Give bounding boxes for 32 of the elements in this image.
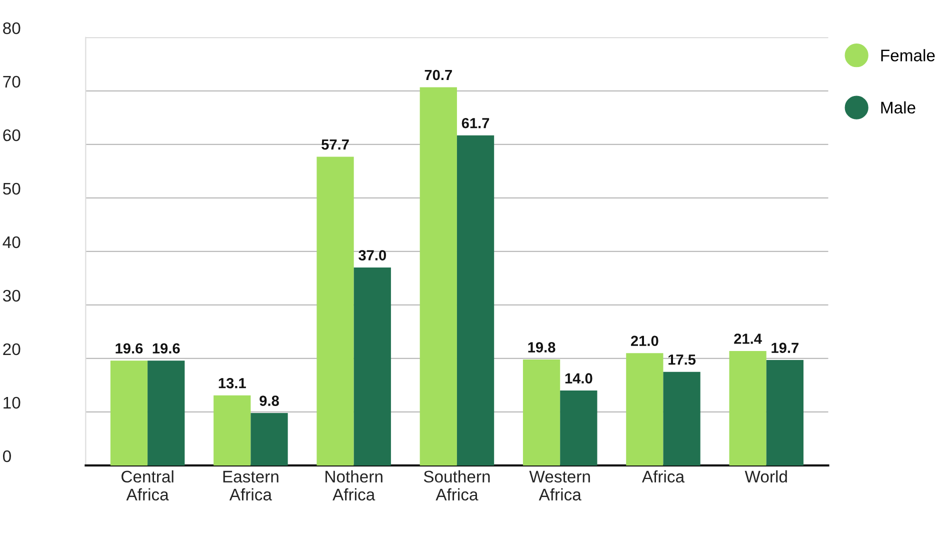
x-tick-label: Western Africa xyxy=(529,470,590,501)
y-tick-label: 70 xyxy=(3,76,20,88)
legend-label: Male xyxy=(881,101,916,114)
y-tick-label: 40 xyxy=(2,236,20,248)
data-label: 19.6 xyxy=(152,343,180,354)
data-label: 21.0 xyxy=(630,336,658,346)
data-label: 19.7 xyxy=(772,342,798,354)
x-tick-label: Nothern Africa xyxy=(326,470,382,501)
y-tick-label: 80 xyxy=(3,22,20,34)
x-tick-label: Southern Africa xyxy=(424,470,490,501)
x-tick-label: Eastern Africa xyxy=(223,470,278,501)
y-tick-label: 10 xyxy=(4,396,20,409)
y-tick-label: 60 xyxy=(3,129,20,142)
data-label: 13.1 xyxy=(218,378,246,388)
data-label: 17.5 xyxy=(668,354,696,365)
data-label: 14.0 xyxy=(565,373,592,384)
y-tick-label: 20 xyxy=(3,343,20,356)
y-tick-label: 50 xyxy=(3,182,20,195)
data-label: 19.8 xyxy=(528,342,556,352)
x-tick-label: Central Africa xyxy=(122,470,174,501)
data-label: 37.0 xyxy=(358,250,386,260)
data-label: 61.7 xyxy=(462,118,490,128)
data-label: 70.7 xyxy=(424,70,452,80)
legend-label: Female xyxy=(881,49,935,62)
y-tick-label: 0 xyxy=(3,450,11,462)
x-tick-label: Africa xyxy=(642,470,685,483)
data-label: 19.6 xyxy=(116,343,143,354)
data-label: 21.4 xyxy=(734,334,762,344)
data-label: 9.8 xyxy=(260,396,279,406)
y-tick-label: 30 xyxy=(2,290,20,302)
data-label: 57.7 xyxy=(322,140,349,150)
x-tick-label: World xyxy=(744,470,787,483)
